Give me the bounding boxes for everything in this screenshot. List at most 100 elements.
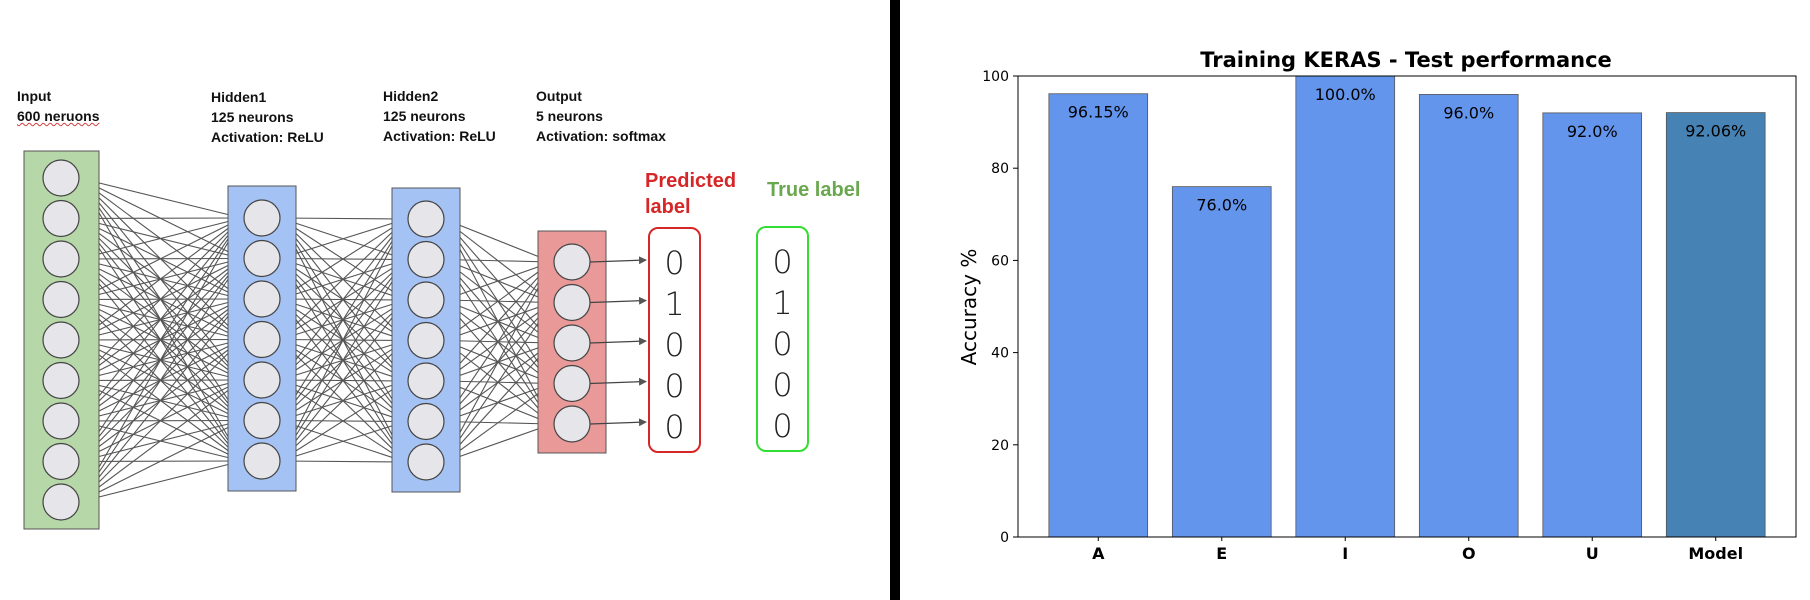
panel-divider [890, 0, 900, 600]
connection-edge [78, 458, 243, 503]
connection-edge [279, 258, 407, 462]
neuron-node [243, 401, 281, 440]
neuron-node [42, 361, 80, 400]
connection-edge [443, 218, 553, 264]
x-tick-label: Model [1688, 544, 1743, 563]
layer-title-line: Activation: ReLU [383, 128, 496, 144]
layer-title-line: Activation: ReLU [211, 129, 324, 145]
x-tick-label: I [1342, 544, 1348, 563]
connection-edge [78, 215, 243, 260]
true-digit: 0 [772, 243, 793, 281]
neuron-node [553, 364, 591, 403]
layer-title-line: Hidden2 [383, 88, 439, 104]
y-tick-label: 40 [991, 346, 1009, 362]
x-tick-label: U [1586, 544, 1599, 563]
neuron-node [42, 240, 80, 278]
network-graph [23, 150, 647, 530]
connection-edge [279, 339, 407, 462]
neuron-node [243, 442, 281, 480]
neuron-node [553, 405, 591, 443]
y-tick-label: 60 [991, 253, 1009, 269]
x-tick-label: A [1092, 544, 1105, 563]
bar-u [1542, 112, 1643, 538]
connection-edge [443, 422, 553, 463]
bar-value-label: 96.15% [1068, 103, 1129, 122]
connection-edge [78, 217, 243, 503]
neuron-node [553, 324, 591, 362]
neuron-node [407, 200, 445, 238]
true-label-box: 0 1 0 0 0 [756, 226, 809, 452]
y-tick-label: 20 [991, 438, 1009, 454]
connection-edge [78, 338, 243, 503]
plot-frame [1017, 75, 1797, 538]
neuron-node [407, 402, 445, 441]
connection-edge [78, 217, 243, 381]
connection-edge [78, 214, 243, 223]
connection-edge [279, 218, 407, 340]
neuron-node [42, 442, 80, 481]
neuron-node [243, 320, 281, 359]
connection-edge [279, 299, 407, 462]
y-tick-label: 100 [982, 69, 1009, 85]
predicted-digit: 0 [664, 408, 685, 446]
connection-edge [279, 218, 407, 300]
neuron-node [243, 280, 281, 318]
bar-model [1665, 112, 1766, 538]
connection-edge [279, 457, 407, 466]
layer-title-line: 600 neruons [17, 108, 100, 124]
neuron-node [553, 243, 591, 281]
connection-edge [443, 342, 553, 463]
bar-value-label: 100.0% [1315, 85, 1376, 104]
bar-e [1171, 186, 1272, 538]
layer-title-hidden1: Hidden1 125 neurons Activation: ReLU [211, 87, 324, 147]
connection-edge [78, 379, 243, 503]
connection-edge [443, 260, 553, 301]
true-digit: 0 [772, 407, 793, 445]
true-digit: 0 [772, 325, 793, 363]
connection-edge [78, 217, 243, 462]
bar-a [1048, 93, 1149, 538]
y-axis-label: Accuracy % [957, 249, 981, 366]
connection-edge [78, 217, 243, 300]
neuron-node [243, 239, 281, 278]
true-digit: 1 [772, 284, 793, 322]
y-tick-label: 0 [1000, 530, 1009, 546]
predicted-label-title: Predicted label [645, 168, 736, 220]
bar-value-label: 92.0% [1567, 122, 1618, 141]
connection-edge [279, 380, 407, 462]
x-tick-label: E [1216, 544, 1227, 563]
layer-title-line: 125 neurons [211, 109, 294, 125]
output-arrow [589, 256, 647, 265]
bar-chart: Training KERAS - Test performance Accura… [957, 48, 1797, 563]
layer-title-line: Hidden1 [211, 89, 267, 105]
true-label-title: True label [767, 179, 861, 201]
neuron-node [407, 443, 445, 481]
bar-o [1418, 94, 1519, 538]
neuron-node [42, 280, 80, 319]
predicted-digit: 1 [664, 285, 685, 323]
layer-title-output: Output 5 neurons Activation: softmax [536, 86, 666, 146]
connection-edge [443, 257, 553, 266]
network-diagram: Input 600 neruons Hidden1 125 neurons Ac… [0, 0, 890, 600]
connection-edge [279, 419, 407, 462]
layer-title-line: Activation: softmax [536, 128, 666, 144]
neuron-node [42, 402, 80, 440]
connection-edge [279, 214, 407, 223]
predicted-title-line: Predicted [645, 170, 737, 192]
layer-title-hidden2: Hidden2 125 neurons Activation: ReLU [383, 86, 496, 146]
connection-edge [443, 261, 553, 382]
chart-title: Training KERAS - Test performance [1200, 48, 1612, 72]
bar-value-label: 92.06% [1685, 122, 1746, 141]
connection-edge [78, 420, 243, 503]
layer-title-line: 125 neurons [383, 108, 466, 124]
connection-edge [78, 177, 243, 221]
neuron-node [42, 483, 80, 521]
bar-chart-panel: Training KERAS - Test performance Accura… [900, 0, 1810, 600]
connection-edge [78, 217, 243, 341]
neuron-node [407, 362, 445, 400]
layer-title-line: 5 neurons [536, 108, 603, 124]
connection-edge [279, 218, 407, 462]
predicted-digit: 0 [664, 326, 685, 364]
neuron-node [42, 159, 80, 197]
layer-title-line: Output [536, 88, 582, 104]
